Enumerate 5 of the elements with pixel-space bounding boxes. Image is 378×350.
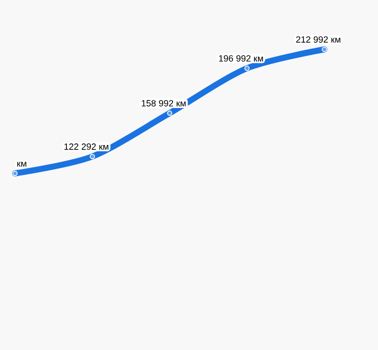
data-label: 212 992 км [296, 36, 340, 43]
data-label: 158 992 км [142, 100, 186, 106]
data-label: 122 292 км [64, 143, 108, 150]
data-label: 196 992 км [219, 55, 263, 62]
data-label: км [17, 162, 26, 167]
